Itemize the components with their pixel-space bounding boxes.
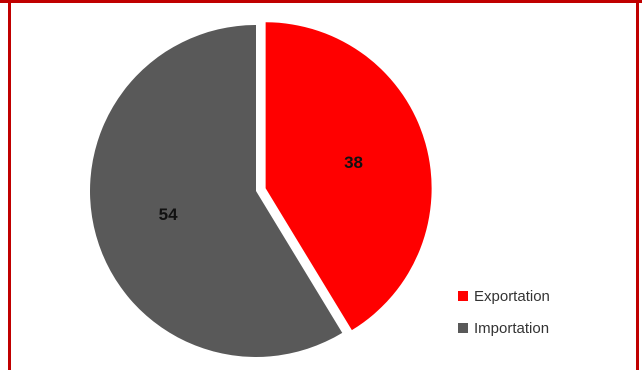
frame-right-border	[636, 3, 639, 370]
pie-slice-exportation	[265, 22, 432, 331]
legend-swatch-importation	[458, 323, 468, 333]
pie-slice-importation	[90, 25, 343, 357]
chart-legend: Exportation Importation	[458, 280, 550, 344]
data-label-exportation: 38	[344, 153, 363, 172]
legend-label-exportation: Exportation	[474, 287, 550, 305]
frame-left-border	[8, 3, 11, 370]
data-label-importation: 54	[159, 205, 178, 224]
legend-item-exportation: Exportation	[458, 280, 550, 312]
legend-swatch-exportation	[458, 291, 468, 301]
frame-top-border	[0, 0, 642, 3]
legend-item-importation: Importation	[458, 312, 550, 344]
legend-label-importation: Importation	[474, 319, 550, 337]
